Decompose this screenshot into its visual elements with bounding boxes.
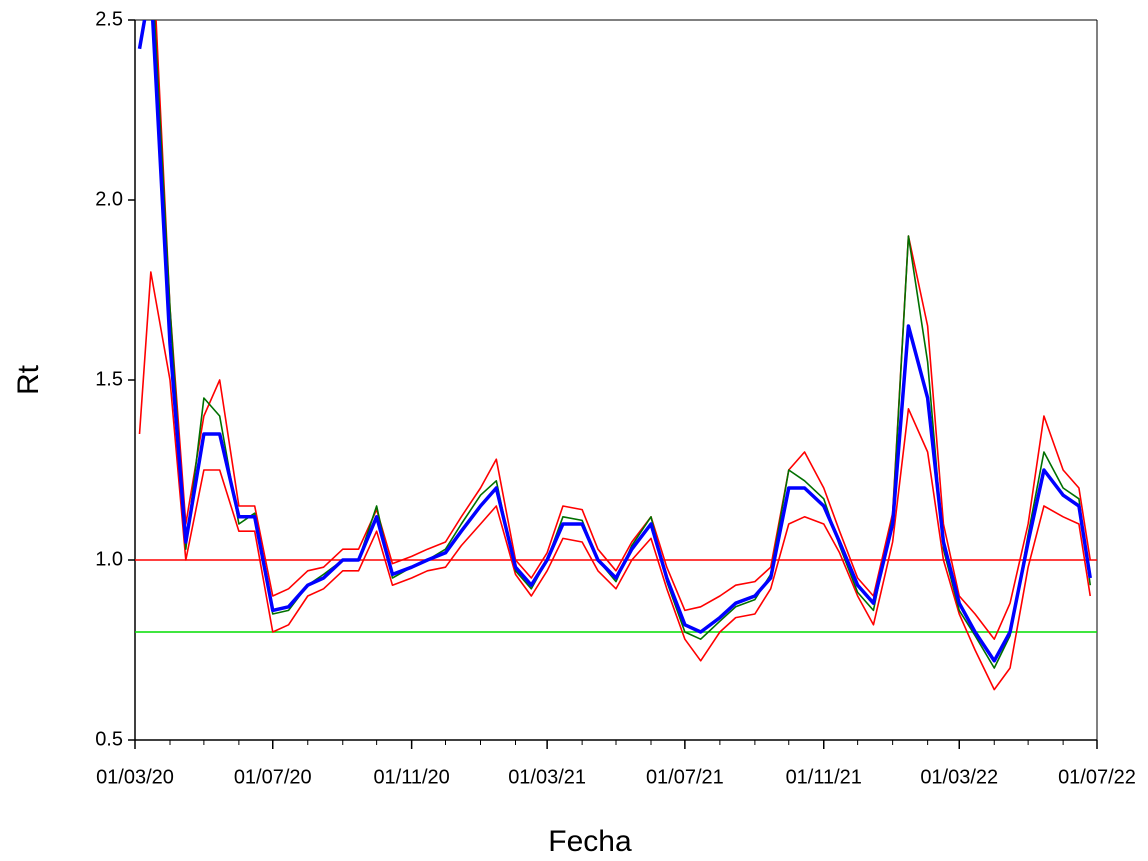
plot-area <box>137 20 1092 691</box>
x-tick-label: 01/03/22 <box>920 766 998 788</box>
y-tick-label: 1.0 <box>95 548 123 570</box>
series-line <box>138 271 1092 691</box>
y-tick-label: 2.0 <box>95 188 123 210</box>
x-tick-label: 01/11/20 <box>373 766 449 788</box>
y-tick-label: 0.5 <box>95 728 123 750</box>
y-tick-label: 1.5 <box>95 368 123 390</box>
x-tick-label: 01/07/20 <box>234 766 312 788</box>
series-line <box>139 20 1092 669</box>
x-tick-label: 01/11/21 <box>786 766 862 788</box>
y-axis-title: Rt <box>12 364 45 395</box>
x-tick-label: 01/07/22 <box>1058 766 1136 788</box>
x-tick-label: 01/07/21 <box>646 766 724 788</box>
series-line <box>155 20 1092 640</box>
series-line <box>137 20 1092 663</box>
x-tick-label: 01/03/20 <box>96 766 174 788</box>
x-tick-label: 01/03/21 <box>508 766 586 788</box>
x-axis-title: Fecha <box>548 825 632 858</box>
y-tick-label: 2.5 <box>95 8 123 30</box>
